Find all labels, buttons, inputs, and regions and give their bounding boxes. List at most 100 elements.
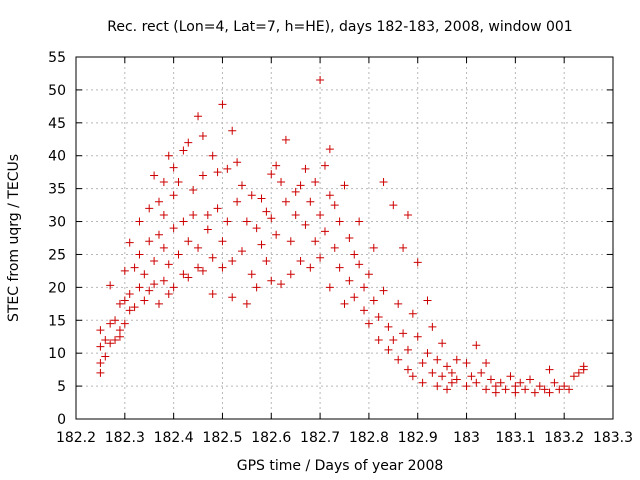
data-point-plus-marker	[218, 100, 227, 109]
data-point-plus-marker	[184, 273, 193, 282]
data-point-plus-marker	[360, 283, 369, 292]
data-point-plus-marker	[247, 191, 256, 200]
data-point-plus-marker	[228, 126, 237, 135]
data-point-plus-marker	[120, 296, 129, 305]
data-point-plus-marker	[530, 388, 539, 397]
data-point-plus-marker	[120, 319, 129, 328]
data-point-plus-marker	[535, 382, 544, 391]
data-point-plus-marker	[403, 365, 412, 374]
data-point-plus-marker	[316, 76, 325, 85]
data-point-plus-marker	[179, 270, 188, 279]
data-point-plus-marker	[379, 178, 388, 187]
x-tick-label: 183.1	[495, 430, 535, 446]
data-point-plus-marker	[423, 349, 432, 358]
data-point-plus-marker	[272, 230, 281, 239]
data-point-plus-marker	[272, 161, 281, 170]
data-point-plus-marker	[223, 217, 232, 226]
data-point-plus-marker	[198, 131, 207, 140]
data-point-plus-marker	[106, 339, 115, 348]
data-point-plus-marker	[184, 237, 193, 246]
data-point-plus-marker	[159, 243, 168, 252]
y-tick-label: 5	[57, 379, 66, 395]
data-point-plus-marker	[335, 217, 344, 226]
data-point-plus-marker	[496, 378, 505, 387]
data-point-plus-marker	[545, 388, 554, 397]
data-point-plus-marker	[203, 225, 212, 234]
data-point-plus-marker	[135, 250, 144, 259]
data-point-plus-marker	[462, 382, 471, 391]
chart-title: Rec. rect (Lon=4, Lat=7, h=HE), days 182…	[107, 19, 572, 35]
data-point-plus-marker	[443, 385, 452, 394]
data-point-plus-marker	[218, 263, 227, 272]
data-point-plus-marker	[179, 217, 188, 226]
x-tick-label: 182.5	[202, 430, 242, 446]
data-point-plus-marker	[286, 237, 295, 246]
data-point-plus-marker	[516, 378, 525, 387]
data-point-plus-marker	[340, 299, 349, 308]
data-point-plus-marker	[452, 355, 461, 364]
data-point-plus-marker	[311, 237, 320, 246]
data-point-plus-marker	[115, 332, 124, 341]
data-point-plus-marker	[374, 312, 383, 321]
data-point-plus-marker	[140, 270, 149, 279]
data-point-plus-marker	[325, 283, 334, 292]
data-point-plus-marker	[237, 181, 246, 190]
data-point-plus-marker	[198, 171, 207, 180]
data-point-plus-marker	[194, 263, 203, 272]
data-point-plus-marker	[291, 187, 300, 196]
axis-ticks	[75, 56, 614, 420]
data-point-plus-marker	[169, 224, 178, 233]
data-point-plus-marker	[438, 339, 447, 348]
data-point-plus-marker	[345, 234, 354, 242]
data-point-plus-marker	[399, 329, 408, 338]
data-point-plus-marker	[267, 170, 276, 179]
data-point-plus-marker	[355, 217, 364, 226]
data-point-plus-marker	[135, 217, 144, 226]
data-point-plus-marker	[579, 365, 588, 374]
data-point-plus-marker	[174, 178, 183, 187]
data-point-plus-marker	[154, 197, 163, 206]
data-point-plus-marker	[569, 372, 578, 381]
data-point-plus-marker	[198, 266, 207, 275]
grid-lines	[76, 57, 613, 419]
data-point-plus-marker	[150, 280, 159, 289]
data-point-plus-marker	[267, 276, 276, 285]
data-point-plus-marker	[340, 181, 349, 190]
data-point-plus-marker	[150, 171, 159, 180]
data-point-plus-marker	[115, 299, 124, 308]
x-tick-label: 182.8	[349, 430, 389, 446]
data-points	[96, 76, 588, 397]
data-point-plus-marker	[330, 243, 339, 252]
y-axis-title: STEC from uqrg / TECUs	[6, 154, 22, 322]
data-point-plus-marker	[364, 319, 373, 328]
x-tick-label: 183	[453, 430, 480, 446]
data-point-plus-marker	[472, 378, 481, 387]
data-point-plus-marker	[247, 270, 256, 279]
x-tick-label: 182.6	[251, 430, 291, 446]
y-tick-label: 15	[48, 313, 66, 329]
data-point-plus-marker	[325, 191, 334, 200]
data-point-plus-marker	[154, 230, 163, 239]
data-point-plus-marker	[189, 185, 198, 194]
data-point-plus-marker	[159, 178, 168, 187]
data-point-plus-marker	[96, 368, 105, 377]
data-point-plus-marker	[428, 322, 437, 331]
x-tick-label: 183.2	[544, 430, 584, 446]
data-point-plus-marker	[330, 201, 339, 210]
data-point-plus-marker	[408, 309, 417, 318]
data-point-plus-marker	[164, 289, 173, 298]
data-point-plus-marker	[291, 210, 300, 219]
data-point-plus-marker	[101, 336, 110, 345]
data-point-plus-marker	[106, 319, 115, 328]
y-tick-label: 20	[48, 280, 66, 296]
data-point-plus-marker	[223, 164, 232, 173]
data-point-plus-marker	[267, 214, 276, 223]
data-point-plus-marker	[491, 388, 500, 397]
data-point-plus-marker	[413, 258, 422, 267]
data-point-plus-marker	[364, 270, 373, 279]
y-tick-label: 45	[48, 116, 66, 132]
data-point-plus-marker	[106, 281, 115, 290]
data-point-plus-marker	[477, 368, 486, 377]
data-point-plus-marker	[169, 191, 178, 200]
data-point-plus-marker	[306, 263, 315, 272]
